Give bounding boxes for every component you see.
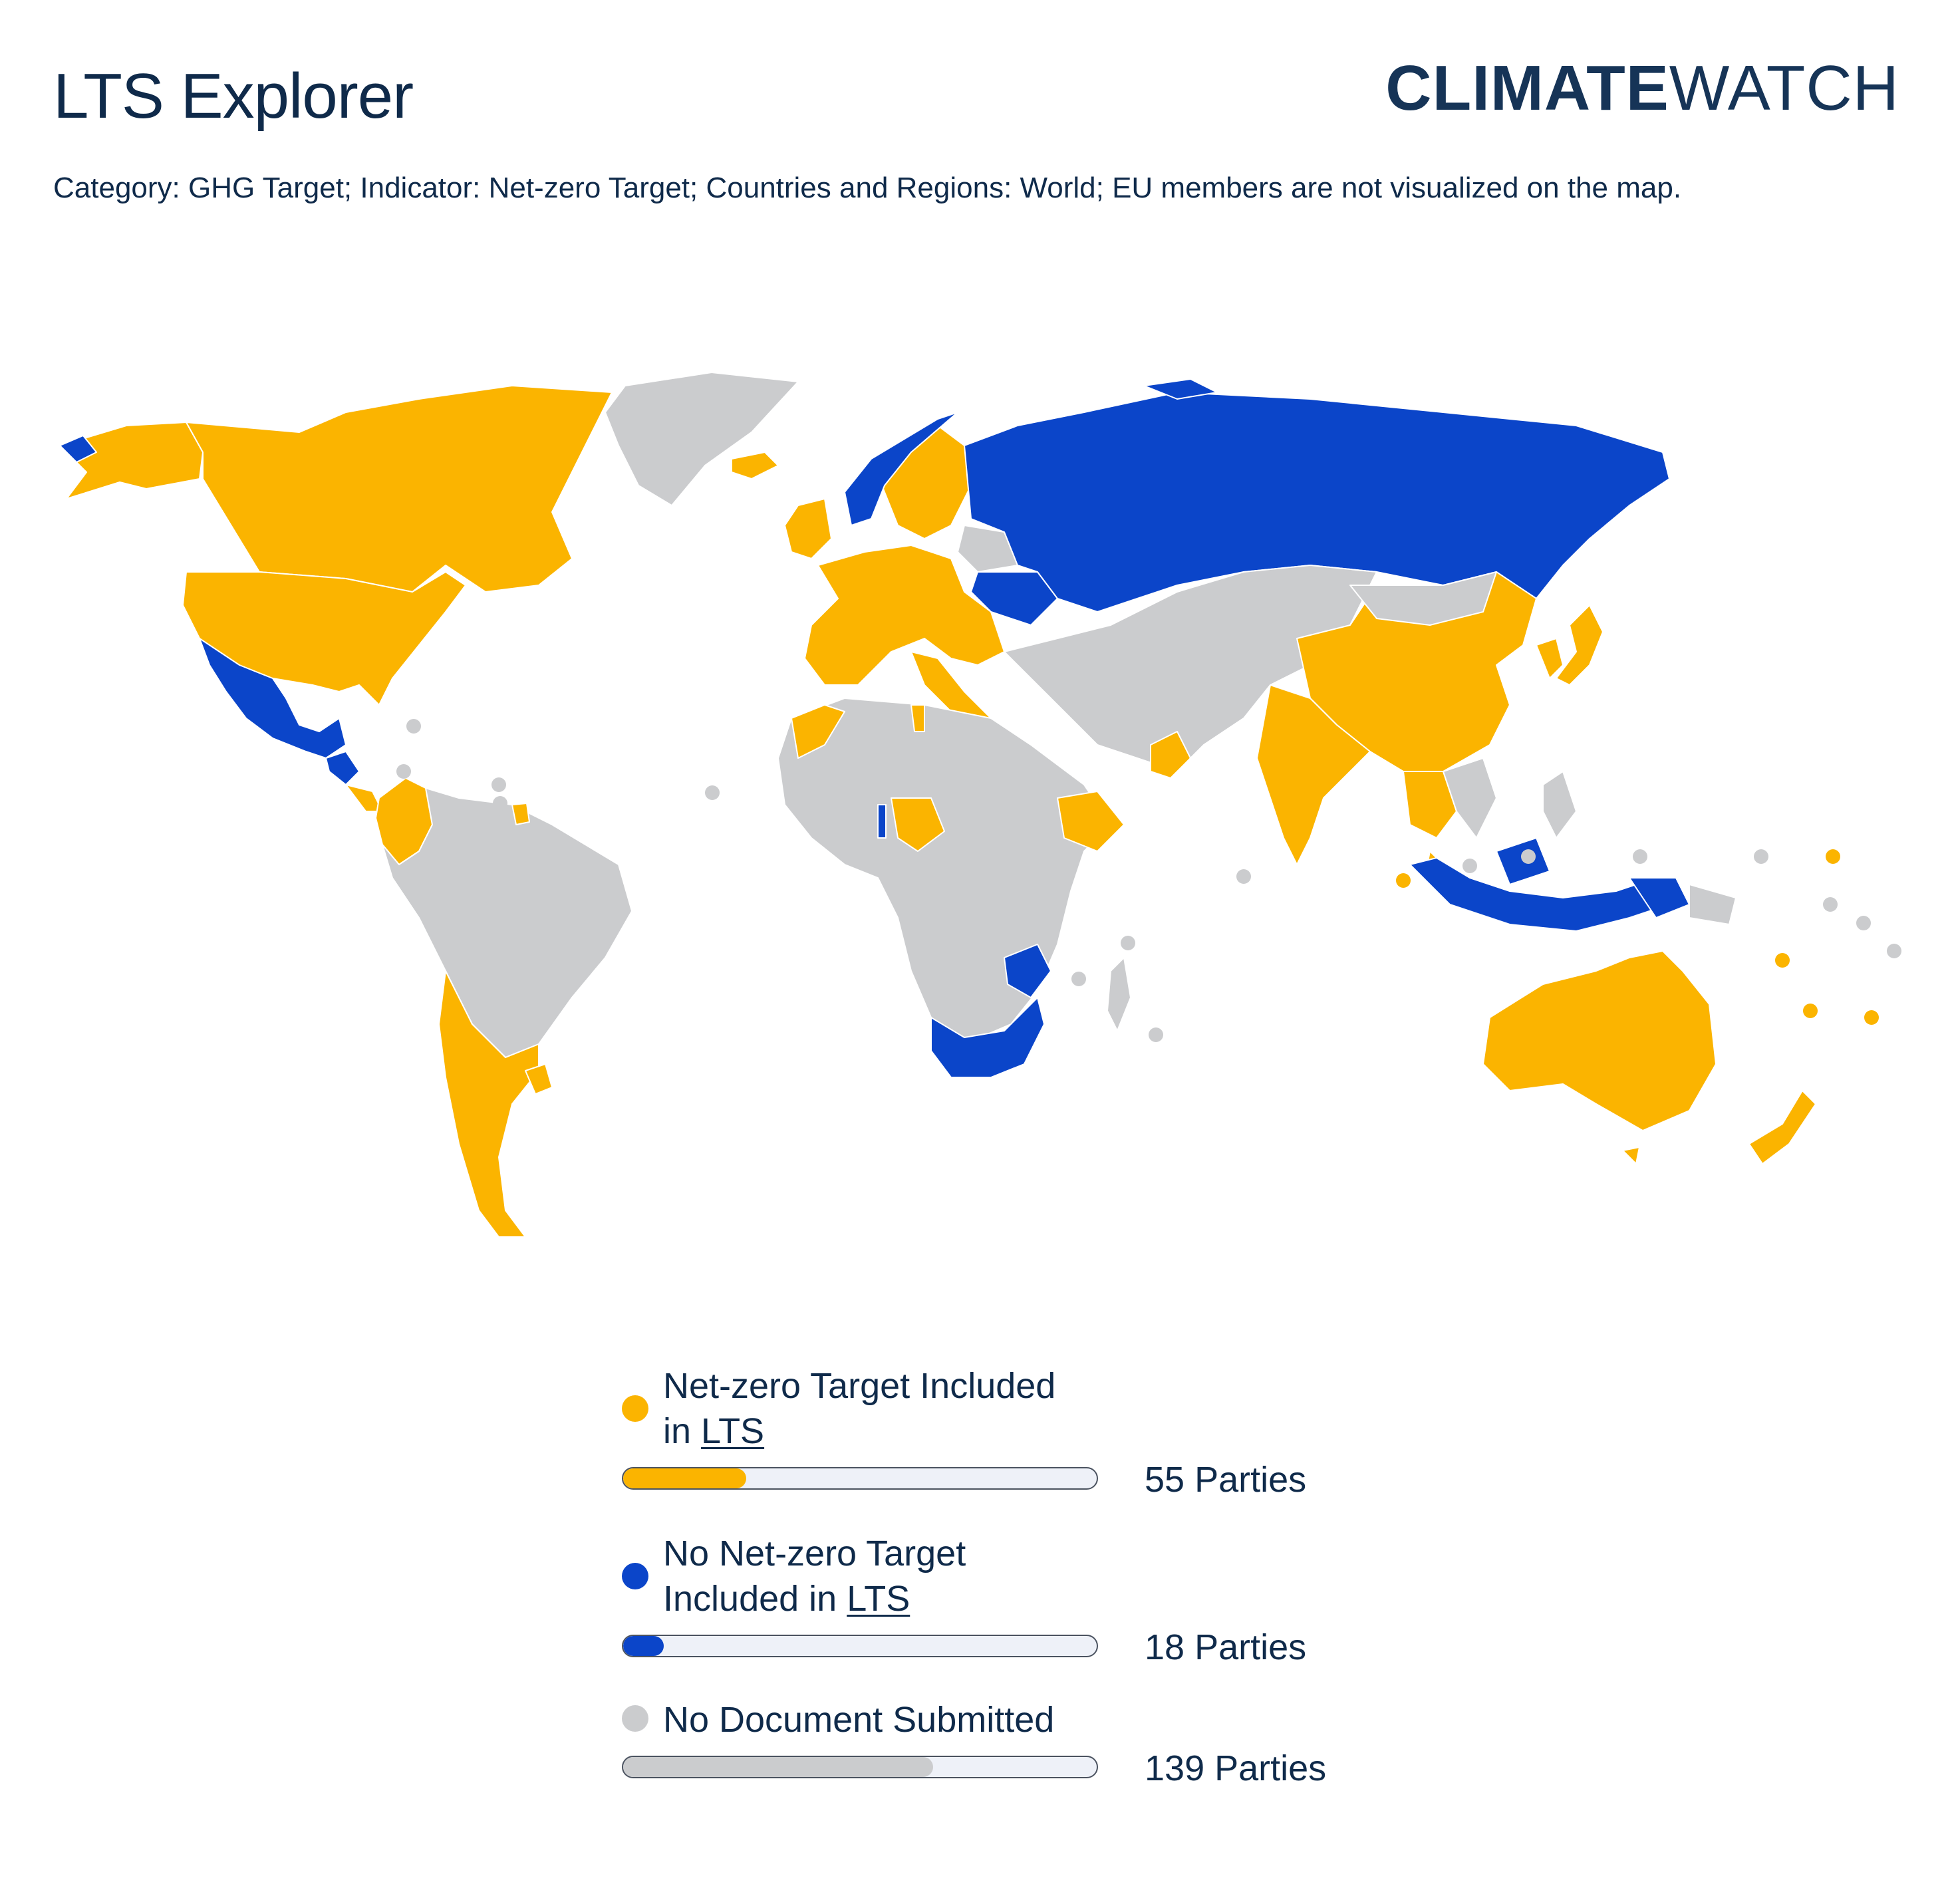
country-png[interactable] <box>1689 884 1737 925</box>
country-thailand-laos[interactable] <box>1403 771 1457 839</box>
island-marker[interactable] <box>396 764 411 779</box>
legend-dot-net-zero <box>622 1395 648 1422</box>
legend-count-no-net-zero: 18 Parties <box>1145 1627 1307 1667</box>
lts-link[interactable]: LTS <box>847 1579 910 1619</box>
legend-dot-no-net-zero <box>622 1563 648 1589</box>
country-suriname[interactable] <box>511 803 530 825</box>
logo-climate-text: CLIMATE <box>1385 53 1669 124</box>
island-marker[interactable] <box>489 815 503 829</box>
country-vietnam-region[interactable] <box>1443 757 1497 839</box>
island-marker[interactable] <box>1823 897 1838 912</box>
lts-link[interactable]: LTS <box>701 1411 765 1451</box>
filter-description: Category: GHG Target; Indicator: Net-zer… <box>53 172 1682 204</box>
country-tunisia[interactable] <box>910 704 925 732</box>
legend-count-net-zero: 55 Parties <box>1145 1460 1307 1500</box>
island-marker[interactable] <box>1775 953 1790 968</box>
island-marker[interactable] <box>705 785 720 800</box>
island-marker[interactable] <box>1826 849 1840 864</box>
country-philippines[interactable] <box>1542 771 1577 839</box>
island-marker[interactable] <box>1236 869 1251 884</box>
country-western-europe[interactable] <box>804 545 1005 686</box>
legend-bar-net-zero <box>622 1467 1098 1490</box>
island-marker[interactable] <box>883 859 897 873</box>
country-uruguay[interactable] <box>525 1063 553 1095</box>
island-marker[interactable] <box>1149 1027 1163 1042</box>
country-alaska[interactable] <box>59 422 204 499</box>
legend-count-no-document: 139 Parties <box>1145 1748 1327 1788</box>
country-africa[interactable] <box>777 698 1111 1045</box>
island-marker[interactable] <box>1633 849 1647 864</box>
country-belarus-moldova[interactable] <box>957 525 1018 573</box>
country-mongolia[interactable] <box>1349 571 1497 626</box>
island-marker[interactable] <box>1754 849 1768 864</box>
island-marker[interactable] <box>1462 859 1477 873</box>
island-marker[interactable] <box>1121 936 1135 950</box>
country-mexico[interactable] <box>199 638 347 759</box>
country-korea[interactable] <box>1536 638 1564 679</box>
legend-bar-fill <box>623 1757 934 1777</box>
legend-bar-no-net-zero <box>622 1635 1098 1657</box>
country-tasmania[interactable] <box>1622 1147 1640 1164</box>
country-oman[interactable] <box>1150 731 1191 779</box>
legend-bar-no-document <box>622 1756 1098 1778</box>
country-zimbabwe[interactable] <box>1004 944 1051 998</box>
country-morocco[interactable] <box>791 704 845 759</box>
country-nigeria[interactable] <box>891 797 945 852</box>
country-central-america[interactable] <box>325 751 360 785</box>
country-madagascar[interactable] <box>1107 957 1131 1031</box>
country-india[interactable] <box>1256 684 1371 865</box>
legend-bar-fill <box>623 1636 664 1656</box>
legend-dot-no-document <box>622 1705 648 1732</box>
island-marker[interactable] <box>1521 849 1536 864</box>
island-marker[interactable] <box>491 777 506 792</box>
island-marker[interactable] <box>1396 873 1411 888</box>
climatewatch-logo[interactable]: CLIMATEWATCH <box>1385 52 1899 125</box>
island-marker[interactable] <box>1864 1010 1879 1025</box>
country-south-africa[interactable] <box>930 997 1045 1078</box>
legend-bar-fill <box>623 1468 747 1488</box>
island-marker[interactable] <box>406 719 421 734</box>
country-japan[interactable] <box>1556 605 1603 686</box>
country-canada[interactable] <box>186 385 613 593</box>
country-central-asia-middle-east[interactable] <box>1004 565 1377 772</box>
world-map[interactable] <box>47 372 1922 1290</box>
country-iceland[interactable] <box>731 452 779 479</box>
country-ethiopia[interactable] <box>1057 791 1125 852</box>
country-greenland[interactable] <box>605 372 799 506</box>
island-marker[interactable] <box>1887 944 1901 958</box>
country-russia-islands[interactable] <box>1143 378 1218 400</box>
legend-label-no-document: No Document Submitted <box>663 1700 1055 1740</box>
country-uk-ireland[interactable] <box>784 498 832 559</box>
island-marker[interactable] <box>869 859 884 873</box>
island-marker[interactable] <box>1856 916 1871 930</box>
island-marker[interactable] <box>493 796 507 811</box>
country-alaska-tip[interactable] <box>59 435 97 463</box>
island-marker[interactable] <box>1071 972 1086 986</box>
country-argentina-chile[interactable] <box>438 970 539 1238</box>
legend-label-net-zero: Net-zero Target Included in LTS <box>663 1366 1056 1451</box>
legend-label-no-net-zero: No Net-zero Target Included in LTS <box>663 1534 966 1619</box>
island-marker[interactable] <box>1803 1004 1818 1018</box>
country-norway[interactable] <box>844 412 958 526</box>
logo-watch-text: WATCH <box>1669 53 1899 124</box>
country-australia[interactable] <box>1482 950 1717 1131</box>
country-new-zealand[interactable] <box>1748 1090 1816 1164</box>
page-title: LTS Explorer <box>53 61 414 132</box>
country-benin[interactable] <box>877 804 887 839</box>
